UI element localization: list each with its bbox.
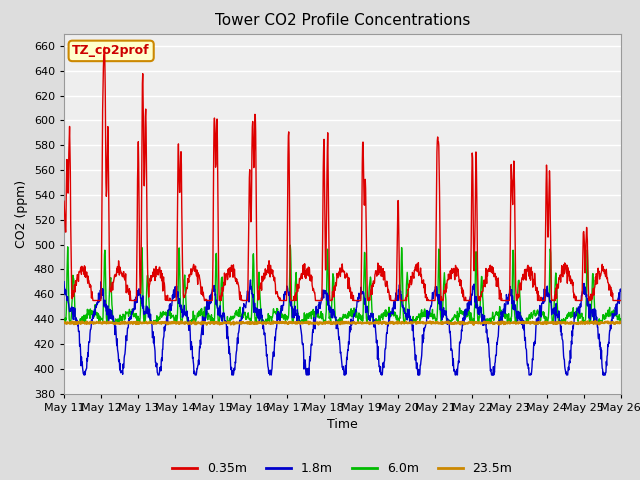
Text: TZ_co2prof: TZ_co2prof [72, 44, 150, 58]
Legend: 0.35m, 1.8m, 6.0m, 23.5m: 0.35m, 1.8m, 6.0m, 23.5m [167, 457, 518, 480]
Title: Tower CO2 Profile Concentrations: Tower CO2 Profile Concentrations [214, 13, 470, 28]
X-axis label: Time: Time [327, 418, 358, 431]
Y-axis label: CO2 (ppm): CO2 (ppm) [15, 180, 28, 248]
